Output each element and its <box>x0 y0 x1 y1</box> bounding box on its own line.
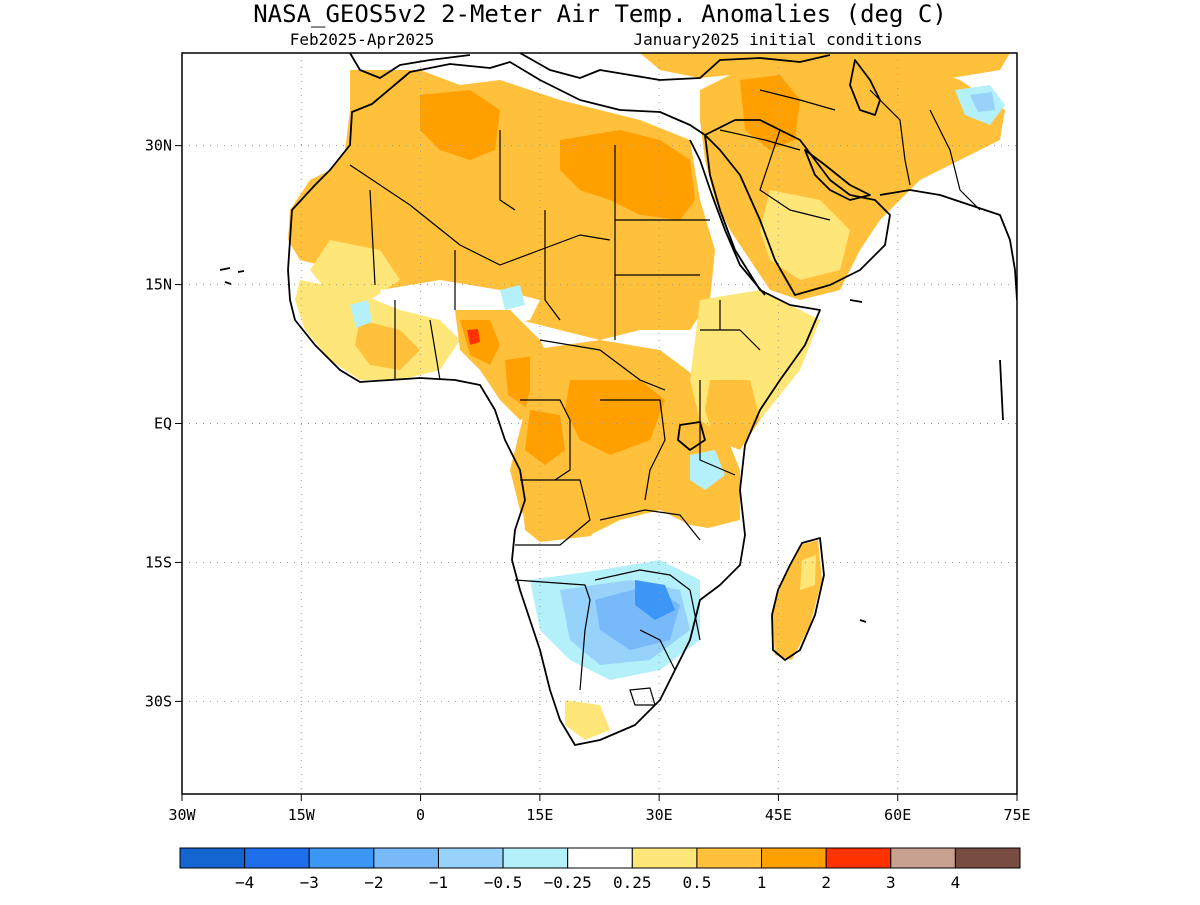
colorbar-swatch <box>631 847 698 869</box>
socotra <box>849 299 863 303</box>
colorbar-label: −3 <box>300 873 319 892</box>
mascarene <box>859 619 867 623</box>
shade-zimbabwe-blue <box>635 580 675 620</box>
colorbar-label: −1 <box>429 873 448 892</box>
x-tick-label: 15W <box>288 806 316 824</box>
colorbar-swatch <box>437 847 504 869</box>
shade-nigeria-red <box>467 329 480 345</box>
chart-period: Feb2025-Apr2025 <box>290 30 435 49</box>
coastlines <box>219 53 1017 746</box>
lake-victoria <box>677 421 706 451</box>
shade-libya-egypt <box>560 130 695 220</box>
canary-islands <box>219 267 245 273</box>
shade-yellow-arabia <box>760 190 850 280</box>
madagascar-coastline <box>771 537 825 661</box>
colorbar-swatch <box>761 847 827 869</box>
gulf-coastline <box>804 149 871 201</box>
y-tick-label: 30S <box>145 692 172 710</box>
colorbar-swatch <box>696 847 763 869</box>
shade-madagascar-yellow <box>800 555 816 590</box>
y-tick-label: 15S <box>145 553 172 571</box>
shade-congo-orange <box>565 380 665 455</box>
shade-kenya <box>705 380 760 450</box>
shade-angola <box>520 480 600 550</box>
colorbar-label: 4 <box>951 873 961 892</box>
africa-coastline <box>287 61 821 746</box>
shade-west-africa-orange <box>355 320 420 370</box>
colorbar-label: 1 <box>757 873 767 892</box>
colorbar-swatch <box>954 847 1021 869</box>
colorbar-swatch <box>825 847 892 869</box>
colorbar-label: −0.25 <box>544 873 592 892</box>
y-tick-label: 30N <box>145 137 172 155</box>
colorbar: −4 −3 −2 −1 −0.5 −0.25 0.25 0.5 1 2 3 4 <box>179 847 1021 892</box>
shade-iran-blue2 <box>970 92 995 112</box>
colorbar-swatch <box>308 847 375 869</box>
anomaly-shading <box>288 53 1010 745</box>
colorbar-label: 2 <box>821 873 831 892</box>
colorbar-label: −2 <box>364 873 383 892</box>
red-sea-coastline <box>689 139 766 296</box>
map-area <box>182 53 1017 794</box>
maldives <box>999 359 1004 421</box>
shade-ea-blue <box>690 450 725 490</box>
x-tick-label: 15E <box>526 806 553 824</box>
y-tick-label: EQ <box>154 415 172 433</box>
colorbar-swatch <box>244 847 310 869</box>
x-tick-label: 30W <box>168 806 196 824</box>
x-tick-label: 45E <box>765 806 792 824</box>
map-axes: 30W 15W 0 15E 30E 45E 60E 75E 30N 15N EQ 15S 30S <box>145 137 1031 824</box>
chart-title: NASA_GEOS5v2 2-Meter Air Temp. Anomalies… <box>253 0 947 28</box>
colorbar-label: 0.5 <box>682 873 711 892</box>
caspian-coastline <box>849 59 881 116</box>
shade-gabon-orange <box>525 410 565 465</box>
asia-coastline <box>879 189 1017 301</box>
shade-iraq <box>740 75 800 150</box>
colorbar-swatch <box>567 847 633 869</box>
europe-coastline <box>349 53 831 81</box>
colorbar-swatch <box>179 847 246 869</box>
colorbar-label: 3 <box>886 873 896 892</box>
colorbar-label: −4 <box>235 873 254 892</box>
x-tick-label: 60E <box>884 806 911 824</box>
colorbar-label: 0.25 <box>613 873 652 892</box>
colorbar-swatch <box>502 847 569 869</box>
x-tick-label: 75E <box>1003 806 1030 824</box>
shade-wa-blue <box>350 300 372 328</box>
colorbar-swatch <box>890 847 956 869</box>
shade-sahel-blue <box>500 285 525 310</box>
country-borders <box>349 89 981 706</box>
cape-verde <box>224 281 232 285</box>
chart-init-conditions: January2025 initial conditions <box>634 30 923 49</box>
colorbar-swatch <box>373 847 439 869</box>
shade-yellow-nafrica <box>310 240 400 300</box>
colorbar-label: −0.5 <box>484 873 523 892</box>
x-tick-label: 30E <box>646 806 673 824</box>
y-tick-label: 15N <box>145 276 172 294</box>
shade-algeria <box>420 90 500 160</box>
shade-cape <box>565 700 610 740</box>
x-tick-label: 0 <box>416 806 425 824</box>
